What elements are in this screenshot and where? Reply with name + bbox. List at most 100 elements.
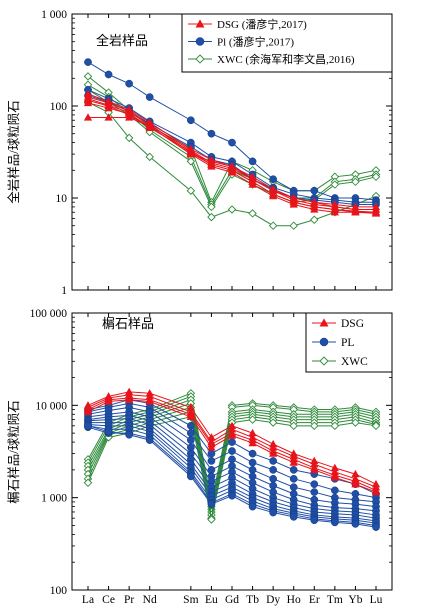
- data-point-xwc: [227, 205, 237, 214]
- data-point-pl: [145, 93, 154, 101]
- titanite-series-layer: [83, 387, 381, 531]
- data-point-xwc: [124, 133, 134, 143]
- data-point-xwc: [351, 177, 360, 187]
- data-point-xwc: [207, 515, 216, 524]
- data-point-pl: [289, 474, 298, 483]
- data-point-pl: [125, 430, 133, 439]
- data-point-pl: [269, 466, 277, 474]
- data-point-dsg: [207, 443, 216, 451]
- data-point-pl: [269, 508, 277, 517]
- data-point-pl: [145, 436, 154, 444]
- series-line-dsg: [87, 394, 377, 488]
- data-point-dsg: [83, 407, 93, 416]
- data-point-xwc: [310, 421, 319, 431]
- data-point-dsg: [104, 100, 113, 109]
- data-point-xwc: [145, 152, 154, 162]
- data-point-pl: [310, 488, 319, 496]
- data-point-pl: [84, 58, 92, 66]
- data-point-pl: [104, 70, 113, 79]
- titanite-panel: 100 1 000 10 000 100 000 榍石样品 榍石样品/球粒陨石 DSG…: [6, 308, 393, 606]
- data-point-pl: [310, 480, 319, 489]
- data-point-dsg: [207, 160, 216, 168]
- series-line-dsg: [87, 399, 377, 493]
- y-tick-label: 10: [56, 193, 68, 205]
- data-point-xwc: [351, 418, 360, 427]
- data-point-xwc: [371, 172, 381, 182]
- data-point-dsg: [248, 438, 257, 447]
- data-point-xwc: [186, 157, 196, 166]
- y-tick-label: 1: [61, 285, 67, 297]
- data-point-dsg: [83, 113, 93, 121]
- legend-label: Pl (潘彦宁,2017): [217, 35, 294, 49]
- data-point-dsg: [371, 208, 381, 216]
- data-point-pl: [289, 512, 298, 521]
- legend-marker-xwc: [319, 356, 329, 366]
- data-point-dsg: [186, 148, 195, 156]
- data-point-xwc: [330, 421, 340, 431]
- data-point-xwc: [371, 421, 381, 431]
- data-point-dsg: [227, 166, 237, 174]
- data-point-pl: [310, 186, 319, 195]
- legend-marker-pl: [195, 37, 205, 46]
- data-point-pl: [84, 421, 92, 430]
- data-point-pl: [228, 438, 236, 446]
- whole-rock-series-layer: [83, 58, 381, 230]
- data-point-dsg: [330, 205, 339, 213]
- data-point-pl: [228, 447, 236, 455]
- data-point-xwc: [83, 72, 93, 81]
- data-point-pl: [248, 449, 257, 458]
- data-point-pl: [269, 175, 277, 184]
- series-dsg: [83, 94, 381, 216]
- data-point-dsg: [83, 94, 93, 102]
- data-point-pl: [187, 116, 195, 125]
- data-point-pl: [228, 138, 236, 147]
- whole-rock-y-axis-label: 全岩样品/球粒陨石: [6, 100, 21, 203]
- whole-rock-legend: DSG (潘彦宁,2017) Pl (潘彦宁,2017) XWC (余海军和李文昌,…: [181, 13, 393, 73]
- x-tick-label: Tb: [246, 594, 259, 606]
- data-point-dsg: [351, 206, 360, 215]
- data-point-xwc: [83, 478, 93, 488]
- series-dsg: [83, 89, 381, 211]
- x-tick-label: Lu: [370, 594, 383, 606]
- data-point-pl: [228, 455, 236, 464]
- y-tick-label: 1 000: [41, 9, 67, 21]
- data-point-pl: [331, 486, 339, 495]
- data-point-dsg: [269, 189, 278, 198]
- whole-rock-panel-label: 全岩样品: [96, 33, 148, 48]
- data-point-pl: [248, 157, 257, 166]
- data-point-dsg: [351, 479, 360, 488]
- legend-marker-xwc: [195, 54, 205, 64]
- data-point-dsg: [310, 465, 319, 474]
- x-tick-label: Ho: [287, 594, 301, 606]
- legend-label: PL: [341, 337, 354, 349]
- data-point-xwc: [289, 221, 298, 230]
- data-point-pl: [248, 466, 257, 474]
- data-point-dsg: [125, 108, 134, 116]
- data-point-xwc: [330, 180, 340, 189]
- data-point-dsg: [289, 197, 298, 206]
- data-point-dsg: [371, 487, 381, 496]
- legend-label: DSG: [341, 318, 364, 330]
- data-point-pl: [269, 481, 277, 490]
- x-tick-label: Ce: [102, 594, 115, 606]
- y-tick-label: 100 000: [30, 308, 68, 320]
- titanite-x-tick-labels: La Ce Pr Nd Sm Eu Gd Tb Dy Ho Er Tm Yb Lu: [82, 594, 383, 606]
- y-tick-label: 10 000: [35, 400, 67, 412]
- data-point-dsg: [289, 458, 298, 466]
- data-point-dsg: [269, 449, 278, 457]
- data-point-pl: [187, 472, 195, 481]
- series-line-xwc: [87, 101, 377, 227]
- data-point-pl: [228, 491, 236, 500]
- data-point-dsg: [125, 395, 134, 403]
- x-tick-label: Er: [309, 594, 320, 606]
- data-point-dsg: [248, 177, 257, 185]
- data-point-pl: [207, 449, 216, 458]
- data-point-pl: [207, 500, 216, 509]
- data-point-dsg: [145, 120, 154, 128]
- data-point-xwc: [207, 202, 216, 212]
- data-point-pl: [207, 457, 216, 465]
- data-point-xwc: [207, 212, 216, 222]
- data-point-dsg: [310, 202, 319, 211]
- data-point-pl: [248, 502, 257, 511]
